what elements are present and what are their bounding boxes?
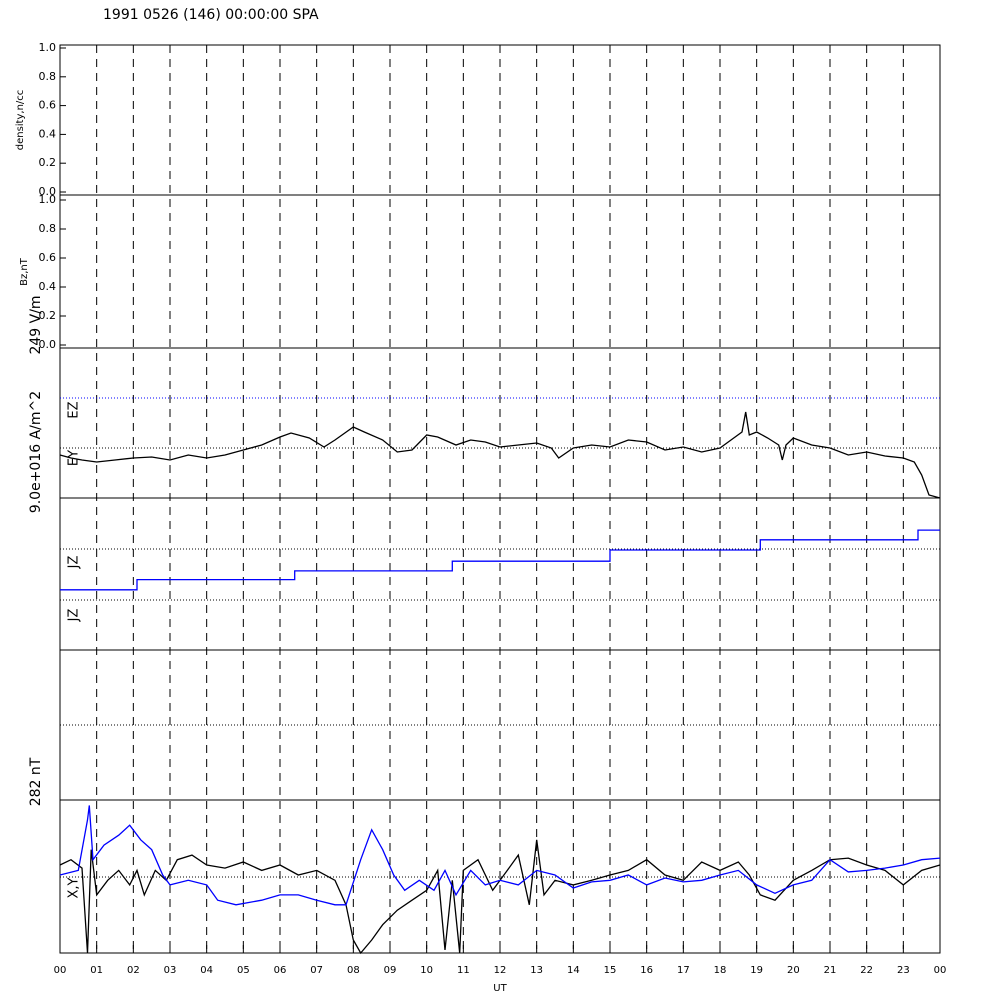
x-tick-label: 03 (164, 965, 177, 976)
x-tick-label: 18 (714, 965, 727, 976)
chart-title: 1991 0526 (146) 00:00:00 SPA (103, 7, 319, 23)
data-line (60, 529, 940, 591)
y-tick-label: 0.6 (39, 251, 57, 264)
x-tick-label: 19 (750, 965, 763, 976)
y-axis-label: 9.0e+016 A/m^2 (28, 391, 44, 513)
x-axis-label: UT (493, 983, 507, 994)
y-axis-label: 249 V/m (28, 295, 44, 354)
annotation: JZ (67, 609, 82, 623)
y-tick-label: 0.2 (39, 309, 57, 322)
x-tick-label: 14 (567, 965, 580, 976)
y-tick-label: 0.0 (39, 185, 57, 198)
x-tick-label: 21 (824, 965, 837, 976)
y-tick-label: 0.0 (39, 338, 57, 351)
series-label: JZ (67, 556, 82, 570)
x-tick-label: 00 (934, 965, 947, 976)
x-tick-label: 01 (90, 965, 103, 976)
x-tick-label: 08 (347, 965, 360, 976)
y-tick-label: 1.0 (39, 41, 57, 54)
x-tick-label: 02 (127, 965, 140, 976)
x-tick-label: 23 (897, 965, 910, 976)
x-tick-label: 13 (530, 965, 543, 976)
x-tick-label: 20 (787, 965, 800, 976)
data-line (59, 839, 941, 955)
series-label: X,Y (67, 877, 82, 898)
y-axis-label: 282 nT (28, 757, 44, 806)
series-label: EY (67, 450, 82, 466)
data-line (59, 411, 941, 499)
y-tick-label: 0.2 (39, 156, 57, 169)
x-tick-label: 06 (274, 965, 287, 976)
series-label: EZ (67, 401, 82, 418)
y-tick-label: 0.4 (39, 127, 57, 140)
x-tick-label: 16 (640, 965, 653, 976)
x-tick-label: 10 (420, 965, 433, 976)
x-tick-label: 04 (200, 965, 213, 976)
x-tick-label: 07 (310, 965, 323, 976)
y-axis-label: Bz,nT (19, 257, 30, 286)
y-tick-label: 0.8 (39, 222, 57, 235)
x-tick-label: 00 (54, 965, 67, 976)
y-tick-label: 0.4 (39, 280, 57, 293)
x-tick-label: 09 (384, 965, 397, 976)
data-line (59, 805, 941, 906)
x-tick-label: 11 (457, 965, 470, 976)
y-tick-label: 1.0 (39, 193, 57, 206)
x-tick-label: 15 (604, 965, 617, 976)
x-tick-label: 17 (677, 965, 690, 976)
x-tick-label: 12 (494, 965, 507, 976)
x-tick-label: 05 (237, 965, 250, 976)
x-tick-label: 22 (860, 965, 873, 976)
y-tick-label: 0.8 (39, 70, 57, 83)
y-axis-label: density,n/cc (15, 90, 26, 151)
y-tick-label: 0.6 (39, 99, 57, 112)
